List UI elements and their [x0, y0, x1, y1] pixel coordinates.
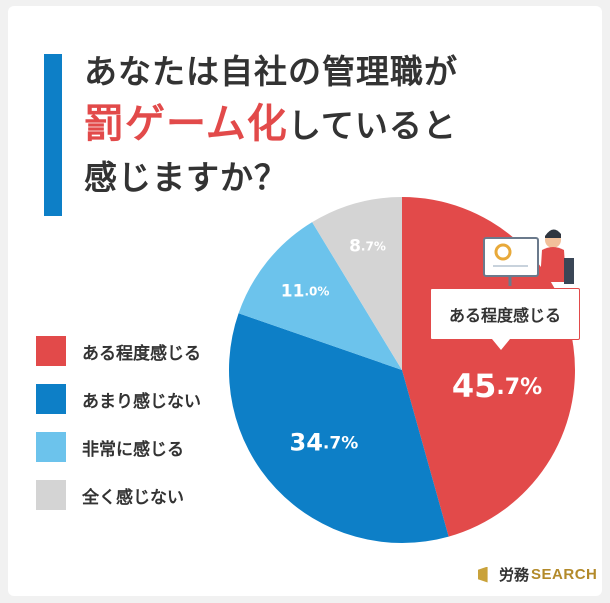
legend-label: 非常に感じる [82, 439, 184, 460]
slice-label-1: 45.7% [452, 367, 542, 405]
brand-flag-icon [478, 566, 488, 583]
pie-slices [229, 197, 575, 543]
brand-name-jp: 労務 [499, 566, 530, 584]
pie-slice-2 [229, 313, 449, 543]
brand-logo: 労務 SEARCH [478, 564, 597, 585]
brand-name-en: SEARCH [531, 566, 598, 583]
legend-item-1: ある程度感じる [36, 334, 201, 368]
slice-label-3: 11.0% [281, 282, 330, 302]
pie-slice-3 [238, 222, 402, 370]
title-line-3: 感じますか？ [84, 158, 288, 197]
callout-tail [492, 339, 510, 350]
legend-label: ある程度感じる [82, 343, 201, 364]
slice-label-4: 8.7% [349, 237, 386, 257]
title-line-2: 罰ゲーム化していると [84, 98, 564, 152]
slice-labels: 45.7% 34.7% 11.0% 8.7% [281, 237, 542, 457]
chart-title: あなたは自社の管理職が 罰ゲーム化していると 感じますか？ [84, 46, 564, 204]
legend-swatch [36, 480, 66, 510]
pie-slice-4 [312, 197, 402, 370]
legend-label: 全く感じない [82, 487, 184, 508]
legend-item-2: あまり感じない [36, 382, 201, 416]
legend-label: あまり感じない [82, 391, 201, 412]
title-emphasis: 罰ゲーム化 [84, 101, 288, 147]
title-line-2-rest: していると [287, 106, 457, 145]
legend-swatch [36, 384, 66, 414]
title-line-1: あなたは自社の管理職が [84, 52, 458, 91]
person-at-monitor-illustration [483, 229, 574, 286]
pie-slice-1 [402, 197, 575, 537]
legend-item-4: 全く感じない [36, 478, 201, 512]
legend-item-3: 非常に感じる [36, 430, 201, 464]
callout-box: ある程度感じる [430, 288, 580, 340]
legend-swatch [36, 336, 66, 366]
legend-swatch [36, 432, 66, 462]
slice-label-2: 34.7% [290, 428, 359, 456]
title-accent-bar [44, 54, 62, 216]
legend: ある程度感じる あまり感じない 非常に感じる 全く感じない [36, 334, 201, 526]
